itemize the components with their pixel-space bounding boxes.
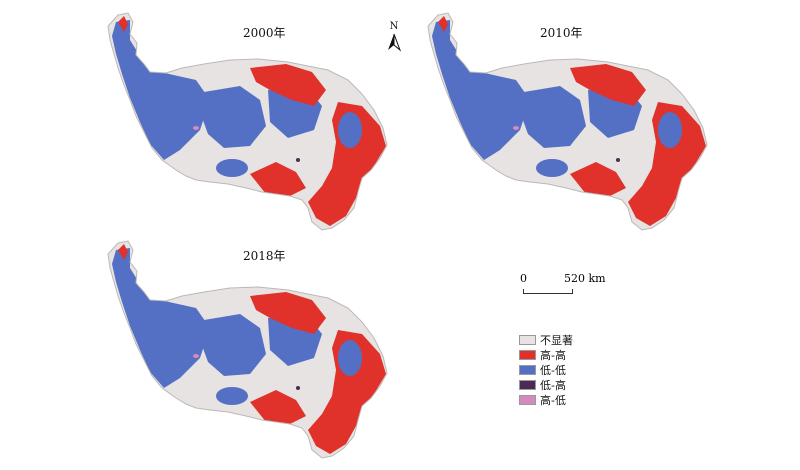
legend-item: 低-高 <box>519 377 573 392</box>
year-label-2010: 2010年 <box>540 26 583 40</box>
cluster-zone <box>308 102 386 226</box>
plateau-outline <box>107 240 388 459</box>
cluster-zone <box>250 64 326 106</box>
cluster-zone <box>570 64 646 106</box>
cluster-zone <box>216 387 248 405</box>
legend-label: 不显著 <box>540 333 573 347</box>
cluster-zone <box>338 112 362 148</box>
legend: 不显著 高-高 低-低 低-高 高-低 <box>519 332 573 407</box>
legend-item: 高-高 <box>519 347 573 362</box>
legend-label: 低-高 <box>540 378 566 392</box>
cluster-zone <box>628 102 706 226</box>
legend-swatch <box>519 334 536 345</box>
cluster-zone <box>513 126 519 130</box>
cluster-zone <box>118 244 128 260</box>
legend-item: 不显著 <box>519 332 573 347</box>
year-label-2000: 2000年 <box>243 26 286 40</box>
north-arrow: N <box>384 22 404 56</box>
legend-label: 高-低 <box>540 393 566 407</box>
cluster-zone <box>118 16 128 32</box>
cluster-zone <box>308 330 386 454</box>
plateau-map-2018 <box>107 240 388 459</box>
scale-bar-line <box>523 289 573 294</box>
cluster-zone <box>200 314 266 376</box>
map-panel-2010 <box>420 10 715 235</box>
map-panel-2000 <box>100 10 395 235</box>
cluster-zone <box>250 292 326 334</box>
year-label-2018: 2018年 <box>243 249 286 263</box>
legend-swatch <box>519 349 536 360</box>
plateau-map-2010 <box>427 12 708 231</box>
scale-bar: 0 520 km <box>520 272 630 302</box>
cluster-zone <box>570 162 626 196</box>
legend-label: 低-低 <box>540 363 566 377</box>
scale-start-label: 0 <box>520 272 527 285</box>
cluster-zone <box>216 159 248 177</box>
cluster-zone <box>250 390 306 424</box>
cluster-zone <box>200 86 266 148</box>
legend-item: 高-低 <box>519 392 573 407</box>
map-panel-2018 <box>100 238 395 463</box>
cluster-zone <box>193 126 199 130</box>
plateau-outline <box>427 12 708 231</box>
plateau-outline <box>107 12 388 231</box>
north-arrow-icon <box>388 33 402 52</box>
cluster-zone <box>520 86 586 148</box>
cluster-zone <box>250 162 306 196</box>
cluster-zone <box>296 158 300 162</box>
cluster-zone <box>193 354 199 358</box>
cluster-zone <box>296 386 300 390</box>
legend-label: 高-高 <box>540 348 566 362</box>
scale-end-label: 520 km <box>564 272 606 285</box>
north-label: N <box>389 21 399 32</box>
legend-item: 低-低 <box>519 362 573 377</box>
legend-swatch <box>519 394 536 405</box>
cluster-zone <box>438 16 448 32</box>
cluster-zone <box>658 112 682 148</box>
cluster-zone <box>338 340 362 376</box>
cluster-zone <box>536 159 568 177</box>
legend-swatch <box>519 364 536 375</box>
cluster-zone <box>616 158 620 162</box>
plateau-map-2000 <box>107 12 388 231</box>
legend-swatch <box>519 379 536 390</box>
